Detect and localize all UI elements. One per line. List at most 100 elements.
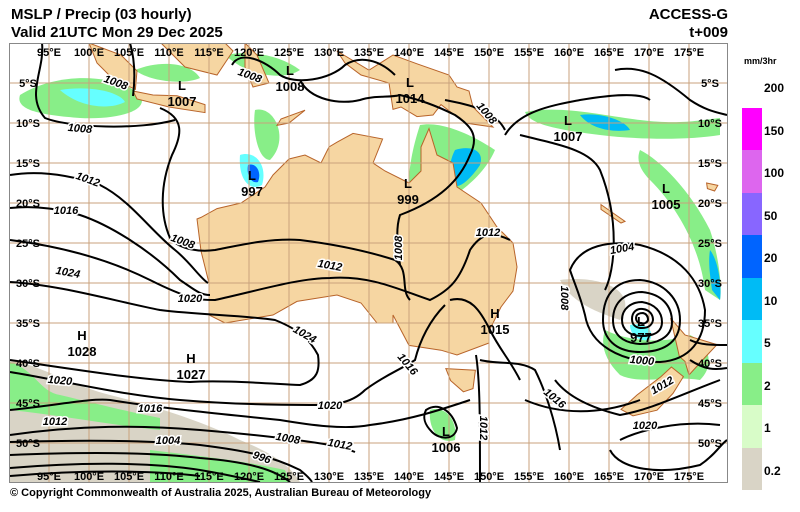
centre-pressure: 977 — [630, 330, 652, 345]
landmass — [88, 43, 138, 91]
lat-label-right: 10°S — [698, 118, 722, 130]
legend-label: 150 — [764, 123, 785, 138]
isobars — [9, 43, 728, 483]
lon-label-top: 140°E — [394, 47, 424, 59]
lon-label-bottom: 110°E — [154, 471, 183, 483]
isobar-label: 1020 — [47, 374, 73, 388]
lat-label-left: 50°S — [16, 438, 40, 450]
lon-label-top: 110°E — [154, 47, 183, 59]
centre-pressure: 1007 — [554, 129, 583, 144]
lon-label-bottom: 115°E — [194, 471, 223, 483]
low-symbol: L — [404, 176, 412, 191]
centre-pressure: 1005 — [652, 197, 681, 212]
landmass — [706, 182, 719, 192]
model-name: ACCESS-G — [648, 6, 728, 23]
lat-label-right: 35°S — [698, 318, 722, 330]
lat-label-right: 25°S — [698, 238, 722, 250]
isobar-label: 1008 — [393, 235, 405, 260]
low-symbol: L — [442, 424, 450, 439]
centre-pressure: 1006 — [432, 440, 461, 455]
legend-swatch — [742, 447, 762, 490]
centre-pressure: 999 — [397, 192, 419, 207]
high-symbol: H — [490, 306, 499, 321]
lat-label-right: 40°S — [698, 358, 722, 370]
low-symbol: L — [248, 168, 256, 183]
isobar-label: 1000 — [629, 354, 655, 368]
lat-label-left: 25°S — [16, 238, 40, 250]
isobar-label: 1012 — [477, 416, 489, 440]
lon-label-bottom: 155°E — [514, 471, 544, 483]
legend-unit: mm/3hr — [744, 56, 777, 66]
lat-label-right: 15°S — [698, 158, 722, 170]
low-symbol: L — [662, 181, 670, 196]
low-symbol: L — [637, 314, 645, 329]
lon-label-top: 165°E — [594, 47, 624, 59]
lon-label-top: 170°E — [634, 47, 664, 59]
lon-label-top: 100°E — [74, 47, 104, 59]
lon-label-bottom: 95°E — [37, 471, 61, 483]
centre-pressure: 1028 — [68, 344, 97, 359]
lon-label-top: 105°E — [114, 47, 144, 59]
landmass — [620, 366, 685, 417]
legend-swatch — [742, 277, 762, 320]
lat-lon-grid — [9, 43, 727, 482]
centre-pressure: 1008 — [276, 79, 305, 94]
isobar-label: 1020 — [318, 400, 343, 412]
low-symbol: L — [178, 78, 186, 93]
legend-label: 20 — [764, 251, 778, 265]
centre-pressure: 1015 — [481, 322, 510, 337]
legend-label: 0.2 — [764, 463, 781, 478]
lon-label-bottom: 175°E — [674, 471, 704, 483]
legend-label: 2 — [764, 378, 771, 393]
copyright: © Copyright Commonwealth of Australia 20… — [10, 487, 432, 499]
lon-label-top: 150°E — [474, 47, 504, 59]
isobar-label: 1004 — [609, 241, 635, 257]
lon-label-top: 130°E — [314, 47, 344, 59]
legend-swatch — [742, 150, 762, 193]
lat-label-left: 10°S — [16, 118, 40, 130]
lon-label-top: 115°E — [194, 47, 223, 59]
lon-label-bottom: 105°E — [114, 471, 144, 483]
legend-swatch — [742, 320, 762, 363]
high-symbol: H — [186, 351, 195, 366]
lon-label-bottom: 170°E — [634, 471, 664, 483]
lon-label-bottom: 140°E — [394, 471, 424, 483]
lon-label-bottom: 125°E — [274, 471, 304, 483]
legend-label: 1 — [764, 421, 771, 435]
lat-label-left: 40°S — [16, 358, 40, 370]
valid-time: Valid 21UTC Mon 29 Dec 2025 — [11, 24, 223, 41]
lon-label-top: 160°E — [554, 47, 584, 59]
lat-label-right: 20°S — [698, 198, 722, 210]
lon-label-bottom: 120°E — [234, 471, 264, 483]
legend-swatch — [742, 405, 762, 448]
landmass — [445, 368, 476, 393]
lon-label-bottom: 165°E — [594, 471, 624, 483]
lon-label-bottom: 100°E — [74, 471, 104, 483]
low-symbol: L — [564, 113, 572, 128]
centre-pressure: 1007 — [168, 94, 197, 109]
legend-swatch — [742, 65, 762, 108]
lon-label-bottom: 130°E — [314, 471, 344, 483]
lon-label-top: 175°E — [674, 47, 704, 59]
legend-label: 5 — [764, 336, 771, 350]
isobar-label: 1012 — [476, 227, 500, 239]
legend-label: 50 — [764, 208, 778, 223]
isobar-label: 1012 — [317, 258, 343, 274]
low-symbol: L — [406, 75, 414, 90]
isobar-label: 1008 — [67, 122, 93, 136]
lat-label-left: 35°S — [16, 318, 40, 330]
lat-label-left: 15°S — [16, 158, 40, 170]
landmass — [244, 43, 270, 88]
centre-pressure: 1014 — [396, 91, 426, 106]
lat-label-left: 5°S — [19, 78, 37, 90]
legend-swatch — [742, 107, 762, 150]
legend-swatch — [742, 192, 762, 235]
forecast-step: t+009 — [689, 24, 728, 41]
isobar-label: 1016 — [138, 403, 163, 415]
lon-label-bottom: 160°E — [554, 471, 584, 483]
landmass — [160, 43, 234, 76]
legend-label: 10 — [764, 293, 778, 308]
lon-label-top: 135°E — [354, 47, 384, 59]
legend-label: 100 — [764, 166, 785, 180]
lon-label-top: 95°E — [37, 47, 61, 59]
